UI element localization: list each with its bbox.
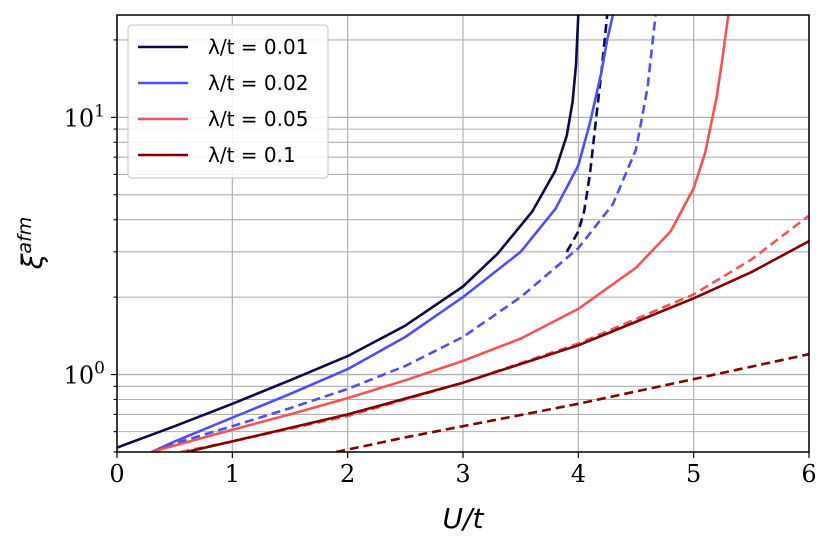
legend-label: λ/t = 0.05	[208, 107, 308, 131]
series-line-solid	[151, 15, 615, 452]
x-tick-label: 0	[109, 460, 124, 488]
svg-text:ξafm: ξafm	[14, 217, 49, 270]
series-line-solid	[151, 15, 730, 452]
series-layer	[117, 15, 809, 452]
series-line-dashed	[180, 214, 809, 452]
series-line-dashed	[151, 15, 657, 452]
tick-layer: 0 1 2 3 4 5 6 100 101	[64, 39, 817, 488]
legend-box	[127, 24, 329, 179]
legend-label: λ/t = 0.01	[208, 35, 308, 59]
x-axis-label: U/t	[443, 502, 485, 535]
series-line-solid	[185, 240, 809, 452]
series-line-solid	[117, 15, 580, 449]
x-tick-label: 5	[686, 460, 701, 488]
legend-label: λ/t = 0.02	[208, 71, 308, 95]
x-tick-label: 2	[340, 460, 355, 488]
x-tick-label: 1	[225, 460, 240, 488]
x-tick-label: 6	[801, 460, 816, 488]
legend-label: λ/t = 0.1	[208, 143, 296, 167]
series-line-dashed	[335, 352, 809, 452]
y-tick-label: 101	[64, 101, 105, 132]
legend: λ/t = 0.01 λ/t = 0.02 λ/t = 0.05 λ/t = 0.1	[127, 24, 329, 179]
x-tick-label: 3	[455, 460, 470, 488]
y-tick-label: 100	[64, 359, 105, 390]
y-axis-label: ξafm	[14, 217, 49, 270]
x-tick-label: 4	[571, 460, 586, 488]
